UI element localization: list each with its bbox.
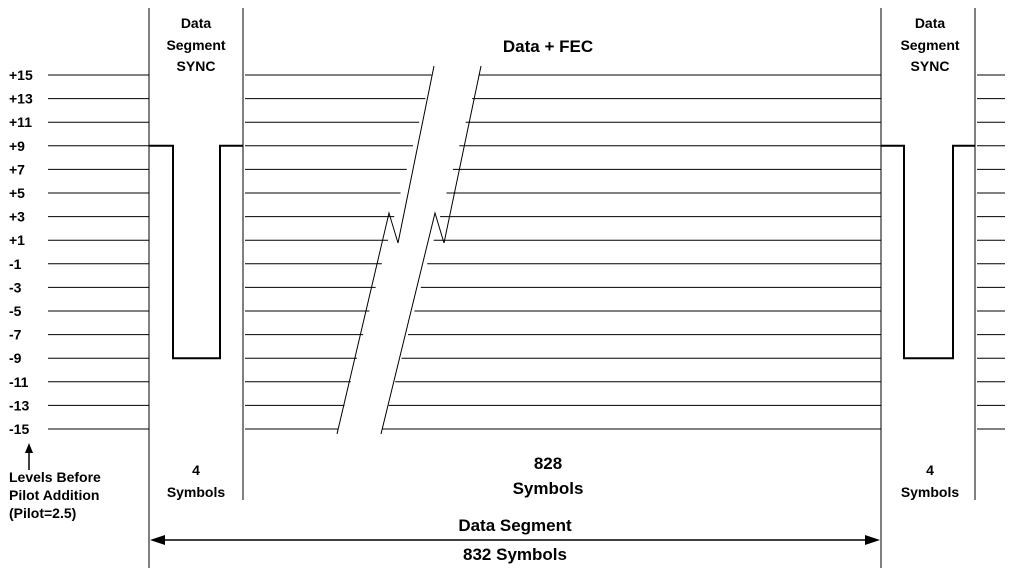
right-sync-pulse — [881, 144, 975, 360]
level-label: +13 — [9, 91, 33, 107]
left-sync-pulse — [149, 144, 243, 360]
level-label: +3 — [9, 209, 25, 225]
level-label: +7 — [9, 161, 25, 177]
left-sync-title-line-1: Data — [181, 15, 212, 31]
left-sync-count: 4 — [192, 462, 200, 478]
level-label: +5 — [9, 185, 25, 201]
right-sync-count: 4 — [926, 462, 934, 478]
level-label: -7 — [9, 327, 22, 343]
levels-note-line-2: Pilot Addition — [9, 487, 99, 503]
level-label: +11 — [9, 114, 32, 130]
level-label: -3 — [9, 279, 22, 295]
segment-arrow-right — [865, 535, 880, 545]
level-label: +9 — [9, 138, 25, 154]
level-label: -9 — [9, 350, 22, 366]
levels-note-line-1: Levels Before — [9, 469, 101, 485]
level-label: -11 — [9, 374, 29, 390]
level-labels: +15 +13 +11 +9 +7 +5 +3 +1 -1 -3 -5 -7 -9 -11 -13 -15 — [9, 67, 33, 437]
segment-arrow-left — [150, 535, 165, 545]
data-fec-unit: Symbols — [513, 479, 584, 498]
level-label: -15 — [9, 421, 29, 437]
segment-length-label: 832 Symbols — [463, 545, 567, 564]
levels-note-arrow-head — [25, 443, 33, 453]
break-mark-right — [380, 65, 482, 435]
right-sync-title-line-1: Data — [915, 15, 946, 31]
data-segment-label: Data Segment — [458, 516, 572, 535]
left-sync-title-line-3: SYNC — [177, 58, 216, 74]
left-sync-unit: Symbols — [167, 484, 226, 500]
level-label: -1 — [9, 256, 22, 272]
level-label: +15 — [9, 67, 33, 83]
data-fec-count: 828 — [534, 454, 562, 473]
right-sync-title-line-3: SYNC — [911, 58, 950, 74]
left-sync-title-line-2: Segment — [166, 37, 225, 53]
right-sync-unit: Symbols — [901, 484, 960, 500]
level-label: -5 — [9, 303, 22, 319]
data-fec-title: Data + FEC — [503, 37, 593, 56]
break-mark-left — [336, 65, 435, 435]
levels-note-line-3: (Pilot=2.5) — [9, 505, 76, 521]
right-sync-title-line-2: Segment — [900, 37, 959, 53]
level-label: -13 — [9, 397, 29, 413]
level-lines — [48, 74, 1005, 430]
level-label: +1 — [9, 232, 25, 248]
